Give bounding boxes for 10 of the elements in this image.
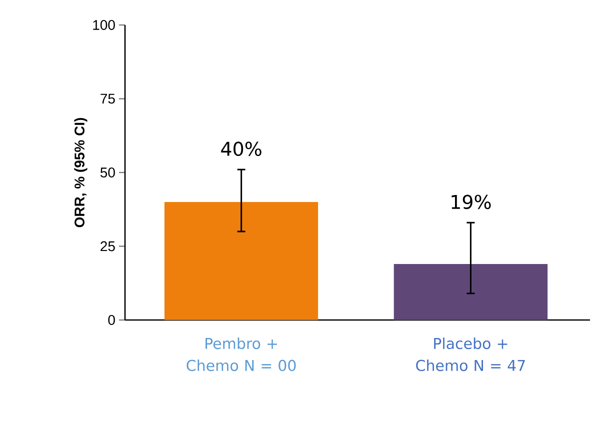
y-tick-label: 75 [100, 94, 115, 104]
data-label: 19% [452, 194, 491, 210]
y-tick-label: 50 [100, 168, 115, 178]
y-tick-label: 0 [108, 315, 115, 325]
y-tick-label: 100 [93, 20, 115, 30]
y-axis-title: ORR, % (95% CI) [74, 118, 88, 228]
data-label: 40% [221, 142, 262, 156]
x-tick-label: Placebo + Chemo N = 47 [416, 338, 525, 372]
y-tick-label: 25 [100, 241, 115, 252]
x-tick-label: Pembro + Chemo N = 00 [186, 338, 296, 372]
